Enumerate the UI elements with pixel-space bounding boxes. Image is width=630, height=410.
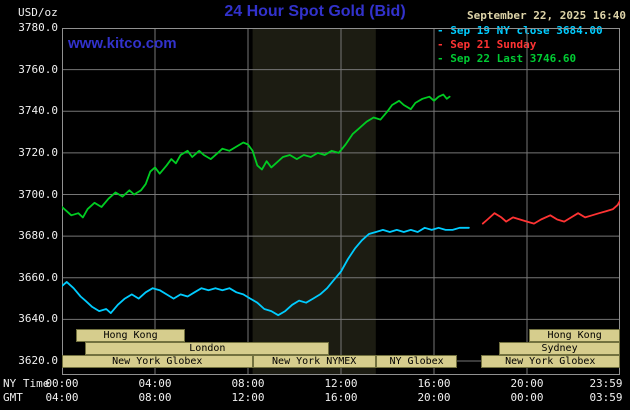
gmt-axis-caption: GMT: [3, 391, 23, 404]
legend-item-sep22: - Sep 22 Last 3746.60: [437, 52, 577, 65]
gmt-tick-label: 12:00: [231, 391, 265, 404]
series-line-sep21: [481, 199, 620, 225]
unit-label: USD/oz: [18, 6, 58, 19]
plot-area: www.kitco.com Hong Kong Hong Kong London Sy…: [62, 28, 620, 375]
session-bar-hong-kong: Hong Kong: [529, 329, 620, 342]
session-bar-london: London: [85, 342, 330, 355]
session-bar-new-york-globex: New York Globex: [480, 355, 620, 368]
ny-time-tick-label: 20:00: [510, 377, 544, 390]
datetime-label: September 22, 2025 16:40: [467, 9, 626, 22]
y-tick-label: 3660.0: [18, 270, 58, 284]
session-bar-ny-globex: NY Globex: [375, 355, 458, 368]
chart-title: 24 Hour Spot Gold (Bid): [224, 3, 406, 20]
legend: - Sep 19 NY close 3684.00- Sep 21 Sunday…: [437, 24, 603, 66]
gmt-tick-label: 04:00: [45, 391, 79, 404]
ny-time-tick-label: 23:59: [589, 377, 623, 390]
y-tick-label: 3780.0: [18, 21, 58, 34]
ny-time-tick-label: 04:00: [138, 377, 172, 390]
y-tick-label: 3760.0: [18, 62, 58, 76]
legend-item-sep21: - Sep 21 Sunday: [437, 38, 537, 51]
chart-canvas: [62, 28, 620, 375]
ny-time-tick-label: 16:00: [417, 377, 451, 390]
legend-item-sep19: - Sep 19 NY close 3684.00: [437, 24, 603, 37]
gmt-tick-label: 00:00: [510, 391, 544, 404]
y-tick-label: 3640.0: [18, 312, 58, 326]
kitco-watermark-link[interactable]: www.kitco.com: [68, 35, 177, 52]
y-tick-label: 3720.0: [18, 145, 58, 159]
ny-time-tick-label: 00:00: [45, 377, 79, 390]
gmt-tick-label: 16:00: [324, 391, 358, 404]
y-tick-label: 3620.0: [18, 354, 58, 367]
y-tick-label: 3740.0: [18, 104, 58, 118]
gmt-tick-label: 08:00: [138, 391, 172, 404]
ny-time-axis-caption: NY Time: [3, 377, 50, 390]
series-line-sep22: [62, 93, 451, 219]
session-bar-new-york-nymex: New York NYMEX: [252, 355, 376, 368]
nymex-session-shading: [252, 29, 376, 374]
session-bar-new-york-globex: New York Globex: [62, 355, 253, 368]
series-line-sep19: [62, 226, 470, 317]
y-tick-label: 3680.0: [18, 229, 58, 243]
session-bar-sydney: Sydney: [499, 342, 620, 355]
session-bar-hong-kong: Hong Kong: [75, 329, 186, 342]
ny-time-tick-label: 12:00: [324, 377, 358, 390]
gmt-tick-label: 03:59: [589, 391, 623, 404]
y-tick-label: 3700.0: [18, 187, 58, 201]
ny-time-tick-label: 08:00: [231, 377, 265, 390]
gmt-tick-label: 20:00: [417, 391, 451, 404]
